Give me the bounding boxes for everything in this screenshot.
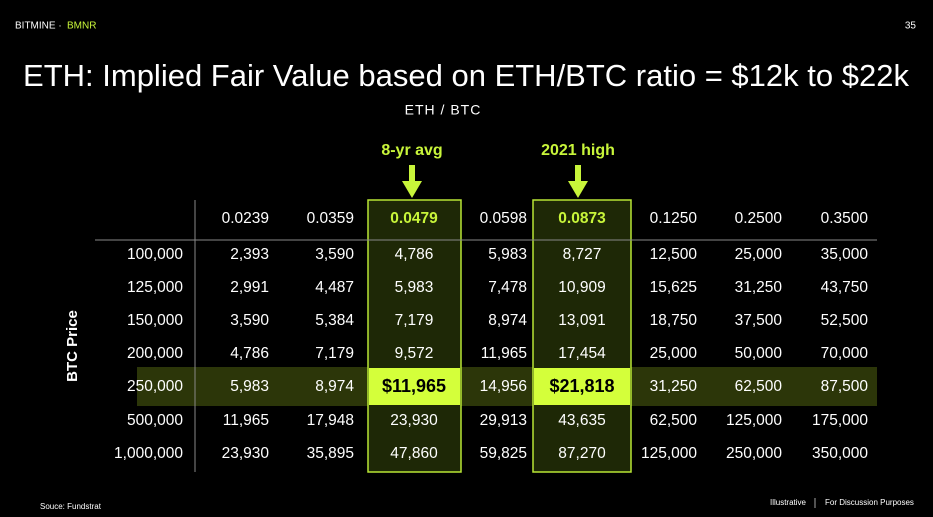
cell: 31,250 — [735, 279, 783, 296]
ticker: BMNR — [67, 21, 96, 32]
footer-note: Illustrative — [770, 498, 807, 507]
cell: 5,983 — [230, 378, 269, 395]
cell: 31,250 — [650, 378, 698, 395]
column-highlight — [367, 199, 462, 473]
cell-highlight — [534, 368, 630, 405]
cell: 59,825 — [480, 445, 527, 462]
cell: 3,590 — [230, 312, 269, 329]
brand: BITMINE · — [15, 21, 62, 32]
cell: 87,500 — [821, 378, 869, 395]
cell: 2,393 — [230, 246, 269, 263]
column-header: 0.0598 — [480, 210, 527, 227]
cell: 23,930 — [390, 412, 438, 429]
cell: 2,991 — [230, 279, 269, 296]
cell: 35,895 — [307, 445, 354, 462]
arrows — [402, 165, 588, 198]
cell: 13,091 — [558, 312, 605, 329]
cell: 10,909 — [558, 279, 605, 296]
cell: 70,000 — [821, 345, 869, 362]
cell: 62,500 — [650, 412, 698, 429]
footer-note: For Discussion Purposes — [825, 498, 914, 507]
cell: 18,750 — [650, 312, 698, 329]
cell: 4,487 — [315, 279, 354, 296]
title: ETH: Implied Fair Value based on ETH/BTC… — [23, 58, 909, 93]
annotation: 2021 high — [541, 142, 615, 159]
column-highlight — [532, 199, 632, 473]
y-label: BTC Price — [64, 310, 81, 382]
cell: 25,000 — [650, 345, 698, 362]
subtitle: ETH / BTC — [405, 102, 482, 118]
page-number: 35 — [905, 21, 917, 32]
cell: 43,635 — [558, 412, 605, 429]
cell: 125,000 — [726, 412, 782, 429]
row-label: 500,000 — [127, 412, 183, 429]
column-header: 0.1250 — [650, 210, 698, 227]
annotation: 8-yr avg — [381, 142, 442, 159]
column-header: 0.0873 — [558, 210, 606, 227]
cell: 12,500 — [650, 246, 698, 263]
cell: 29,913 — [480, 412, 527, 429]
cell: 4,786 — [230, 345, 269, 362]
cell: 50,000 — [735, 345, 783, 362]
cell: 8,974 — [488, 312, 527, 329]
cell: 25,000 — [735, 246, 783, 263]
cell: 8,727 — [563, 246, 602, 263]
cell: 250,000 — [726, 445, 782, 462]
cell: $21,818 — [549, 376, 614, 396]
cell: 5,983 — [488, 246, 527, 263]
cell: 15,625 — [650, 279, 697, 296]
column-header: 0.2500 — [735, 210, 783, 227]
source: Souce: Fundstrat — [40, 502, 102, 511]
cell: 35,000 — [821, 246, 869, 263]
column-header: 0.3500 — [821, 210, 869, 227]
cell: 87,270 — [558, 445, 606, 462]
cell: 5,384 — [315, 312, 354, 329]
cell: 4,786 — [395, 246, 434, 263]
row-label: 150,000 — [127, 312, 183, 329]
cell: 37,500 — [735, 312, 783, 329]
cell: 175,000 — [812, 412, 868, 429]
row-highlight — [137, 367, 877, 406]
cell: 5,983 — [395, 279, 434, 296]
row-label: 100,000 — [127, 246, 183, 263]
cell-highlight — [369, 368, 460, 405]
cell: $11,965 — [382, 376, 446, 396]
column-header: 0.0479 — [390, 210, 438, 227]
cell: 17,454 — [558, 345, 606, 362]
row-label: 1,000,000 — [114, 445, 183, 462]
cell: 7,179 — [395, 312, 434, 329]
cell: 350,000 — [812, 445, 868, 462]
cell: 7,478 — [488, 279, 527, 296]
row-label: 250,000 — [127, 378, 183, 395]
column-header: 0.0239 — [222, 210, 269, 227]
cell: 47,860 — [390, 445, 438, 462]
cell: 52,500 — [821, 312, 869, 329]
cell: 43,750 — [821, 279, 869, 296]
cell: 3,590 — [315, 246, 354, 263]
cell: 8,974 — [315, 378, 354, 395]
cell: 11,965 — [223, 412, 269, 429]
cell: 14,956 — [480, 378, 527, 395]
cell: 7,179 — [315, 345, 354, 362]
cell: 62,500 — [735, 378, 783, 395]
row-label: 125,000 — [127, 279, 183, 296]
row-label: 200,000 — [127, 345, 183, 362]
column-header: 0.0359 — [307, 210, 354, 227]
cell: 9,572 — [395, 345, 434, 362]
cell: 17,948 — [307, 412, 354, 429]
cell: 125,000 — [641, 445, 697, 462]
cell: 11,965 — [481, 345, 527, 362]
cell: 23,930 — [222, 445, 270, 462]
